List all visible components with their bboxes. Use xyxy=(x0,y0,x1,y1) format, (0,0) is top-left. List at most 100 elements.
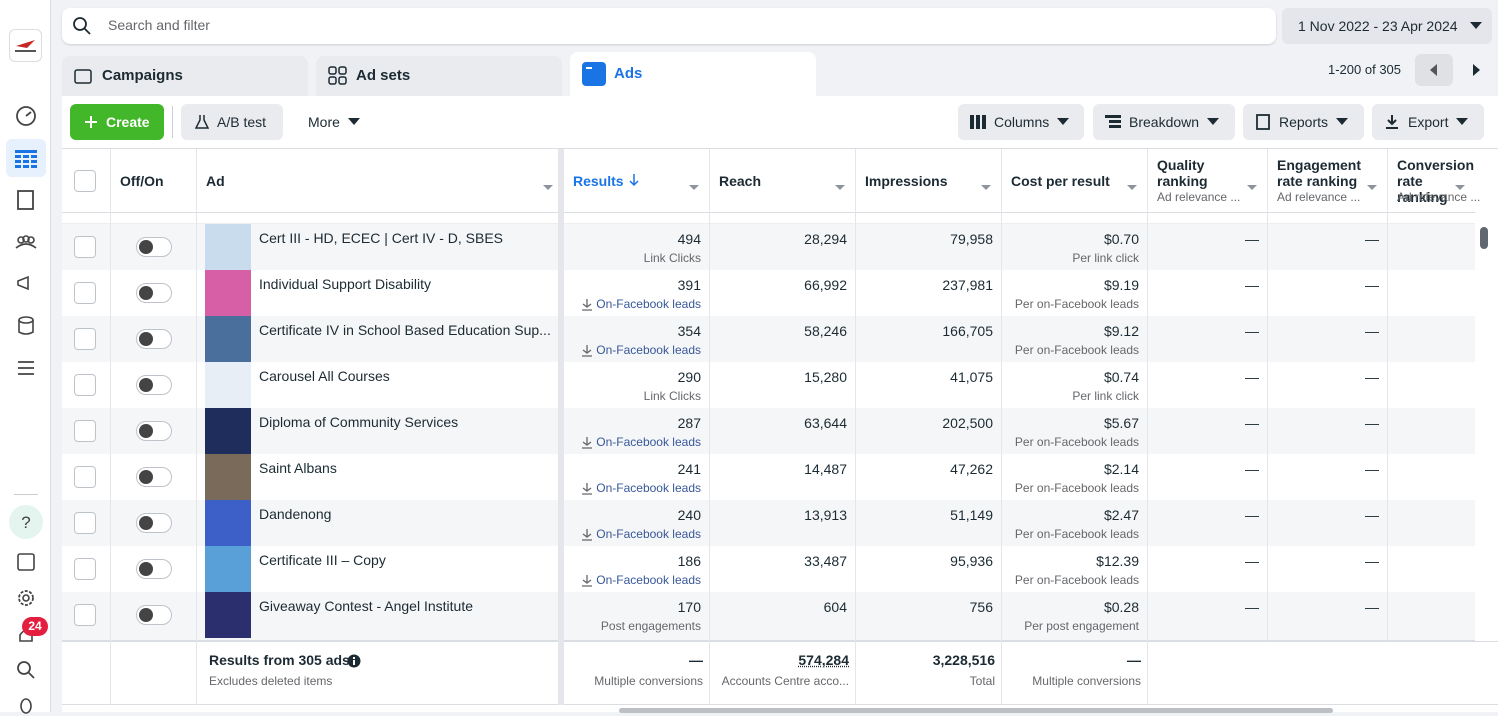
pages-icon[interactable] xyxy=(14,188,38,212)
prev-page[interactable] xyxy=(1415,54,1453,86)
table-body: Cert III - HD, ECEC | Cert IV - D, SBES 4… xyxy=(62,213,1475,641)
horizontal-thumb[interactable] xyxy=(619,708,1333,713)
cell-value: — xyxy=(1147,461,1259,477)
select-all-checkbox[interactable] xyxy=(74,170,96,192)
overview-icon[interactable] xyxy=(14,104,38,128)
cell-value: $5.67 xyxy=(1001,415,1139,431)
ad-name[interactable]: Saint Albans xyxy=(259,460,553,476)
ad-name[interactable]: Carousel All Courses xyxy=(259,368,553,384)
create-button[interactable]: Create xyxy=(70,104,164,140)
cell-value: 240 xyxy=(563,507,701,523)
settings-icon[interactable] xyxy=(14,586,38,610)
columns-button[interactable]: Columns xyxy=(958,104,1084,140)
ad-name[interactable]: Certificate III – Copy xyxy=(259,552,553,568)
reports-icon xyxy=(1255,114,1271,130)
cell-value: — xyxy=(1147,323,1259,339)
toggle-knob xyxy=(139,332,153,346)
row-checkbox[interactable] xyxy=(74,420,96,442)
row-checkbox[interactable] xyxy=(74,282,96,304)
table-header: Off/On Ad Results Reach Impressions Cost per … xyxy=(62,149,1475,213)
ad-name[interactable]: Cert III - HD, ECEC | Cert IV - D, SBES xyxy=(259,230,553,246)
cell-value: 237,981 xyxy=(855,277,993,293)
breakdown-button[interactable]: Breakdown xyxy=(1093,104,1235,140)
column-header[interactable]: Ad xyxy=(206,173,537,189)
column-header[interactable]: Results xyxy=(573,173,683,189)
campaigns-nav-active[interactable] xyxy=(6,139,46,177)
tab-campaigns[interactable]: Campaigns xyxy=(62,56,308,96)
column-header[interactable]: Reach xyxy=(719,173,829,189)
reports-button[interactable]: Reports xyxy=(1243,104,1364,140)
row-checkbox[interactable] xyxy=(74,512,96,534)
ab-test-button[interactable]: A/B test xyxy=(181,104,283,140)
caret xyxy=(348,118,360,126)
next-page[interactable] xyxy=(1457,54,1495,86)
ad-thumbnail xyxy=(205,454,251,500)
help-icon[interactable]: ? xyxy=(8,504,44,540)
summary-value: — xyxy=(563,652,703,668)
flask xyxy=(195,114,209,130)
advertise-icon[interactable] xyxy=(14,272,38,296)
cell-value: — xyxy=(1147,277,1259,293)
audiences-icon[interactable] xyxy=(14,230,38,254)
on-off-toggle[interactable] xyxy=(136,375,172,395)
more-button[interactable]: More xyxy=(296,104,376,140)
bug-icon[interactable] xyxy=(14,692,38,716)
next-arrow xyxy=(1457,54,1495,86)
export-button[interactable]: Export xyxy=(1372,104,1484,140)
column-header[interactable]: Engagement rate ranking xyxy=(1277,157,1361,189)
ad-name[interactable]: Giveaway Contest - Angel Institute xyxy=(259,598,553,614)
cell-value: 241 xyxy=(563,461,701,477)
row-checkbox[interactable] xyxy=(74,604,96,626)
on-off-toggle[interactable] xyxy=(136,329,172,349)
data-icon[interactable] xyxy=(14,314,38,338)
caret xyxy=(1207,118,1219,126)
summary-subtext: Accounts Centre acco... xyxy=(717,674,849,688)
date-range-picker[interactable]: 1 Nov 2022 - 23 Apr 2024 xyxy=(1282,8,1492,44)
ad-name[interactable]: Dandenong xyxy=(259,506,553,522)
on-off-toggle[interactable] xyxy=(136,605,172,625)
on-off-toggle[interactable] xyxy=(136,421,172,441)
tab-ad-sets[interactable]: Ad sets xyxy=(316,56,562,96)
toggle-knob xyxy=(139,470,153,484)
search-bar[interactable]: Search and filter xyxy=(62,8,1276,44)
tab-ads[interactable]: Ads xyxy=(570,52,816,98)
cell-value: — xyxy=(1267,461,1379,477)
caret xyxy=(1336,118,1348,126)
on-off-toggle[interactable] xyxy=(136,467,172,487)
ad-name[interactable]: Diploma of Community Services xyxy=(259,414,553,430)
cell-value: 170 xyxy=(563,599,701,615)
vertical-scrollbar[interactable] xyxy=(1475,213,1498,641)
lead-icon xyxy=(581,528,593,544)
search-icon[interactable] xyxy=(14,658,38,682)
column-header[interactable]: Impressions xyxy=(865,173,975,189)
row-checkbox[interactable] xyxy=(74,236,96,258)
column-header[interactable]: Quality ranking xyxy=(1157,157,1241,189)
row-checkbox[interactable] xyxy=(74,328,96,350)
row-checkbox[interactable] xyxy=(74,558,96,580)
lead-icon xyxy=(581,574,593,590)
account-logo[interactable] xyxy=(9,29,42,62)
ad-name[interactable]: Individual Support Disability xyxy=(259,276,553,292)
menu-icon[interactable] xyxy=(14,356,38,380)
cell-value: $0.28 xyxy=(1001,599,1139,615)
column-header[interactable]: Cost per result xyxy=(1011,173,1121,189)
lead-icon-glyph xyxy=(581,298,593,311)
ads-icon xyxy=(582,62,606,86)
cell-subtext: Post engagements xyxy=(563,619,701,633)
column-sublabel: Ad relevance ... xyxy=(1397,190,1480,204)
column-menu-glyph xyxy=(1367,185,1377,191)
export-icon xyxy=(1384,114,1400,130)
row-checkbox[interactable] xyxy=(74,374,96,396)
ad-name[interactable]: Certificate IV in School Based Education… xyxy=(259,322,553,338)
on-off-toggle[interactable] xyxy=(136,513,172,533)
row-checkbox[interactable] xyxy=(74,466,96,488)
tab-label: Campaigns xyxy=(102,67,183,84)
column-header[interactable]: Off/On xyxy=(120,173,170,189)
on-off-toggle[interactable] xyxy=(136,283,172,303)
on-off-toggle[interactable] xyxy=(136,237,172,257)
cell-value: 79,958 xyxy=(855,231,993,247)
on-off-toggle[interactable] xyxy=(136,559,172,579)
cell-value: 63,644 xyxy=(709,415,847,431)
news-icon[interactable] xyxy=(14,550,38,574)
